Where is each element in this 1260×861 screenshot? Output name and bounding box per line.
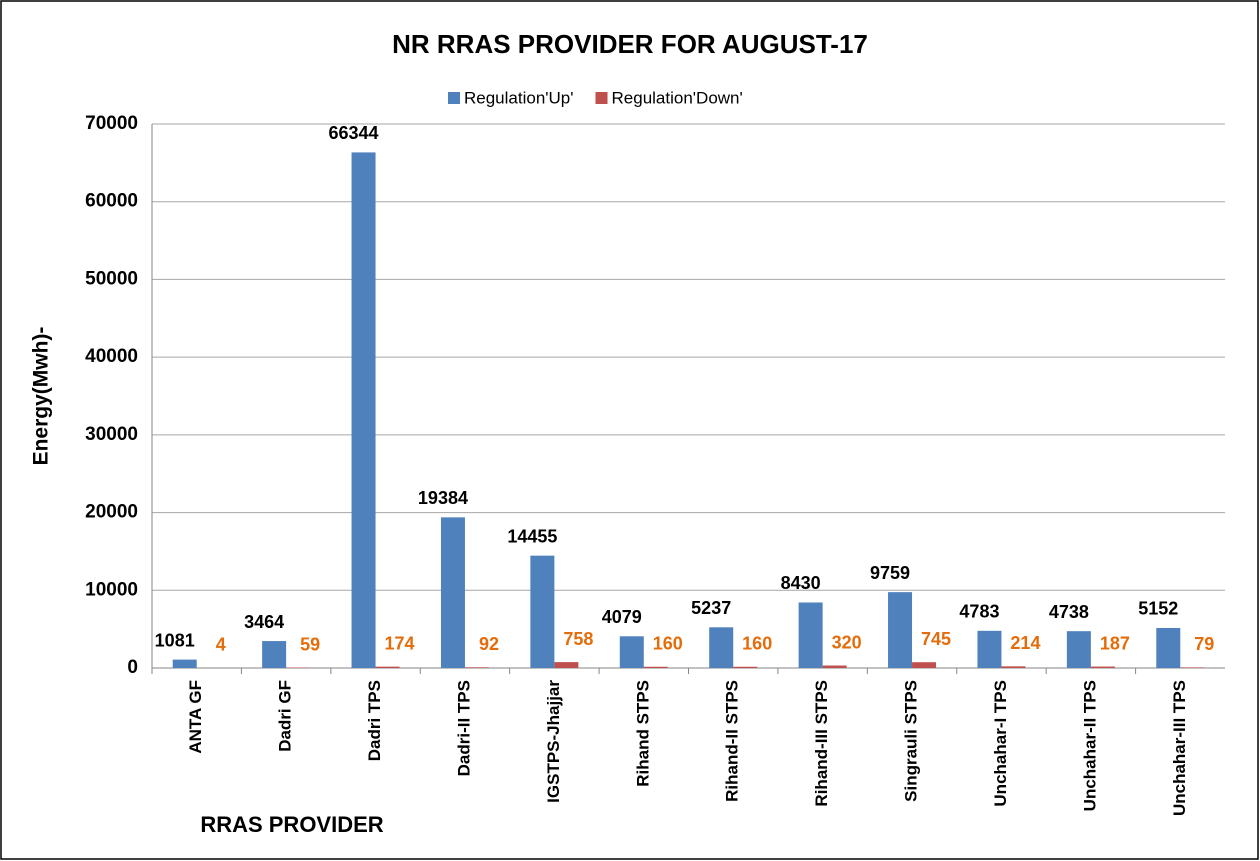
- y-tick-label: 50000: [85, 268, 138, 289]
- data-label: 214: [1010, 633, 1040, 653]
- bar: [798, 602, 823, 668]
- x-tick-label: Singrauli STPS: [902, 680, 921, 802]
- bar: [619, 636, 644, 668]
- data-label: 174: [385, 633, 415, 653]
- bar: [530, 555, 555, 668]
- data-label: 59: [300, 634, 320, 654]
- bar: [822, 665, 847, 668]
- y-axis-title: Energy(Mwh)-: [30, 327, 53, 466]
- bar: [977, 630, 1002, 668]
- chart-title: NR RRAS PROVIDER FOR AUGUST-17: [392, 29, 868, 59]
- data-label: 79: [1194, 634, 1214, 654]
- data-label: 4079: [602, 607, 642, 627]
- data-label: 160: [653, 634, 683, 654]
- data-label: 4738: [1049, 602, 1089, 622]
- data-label: 8430: [781, 573, 821, 593]
- y-tick-label: 30000: [85, 424, 138, 445]
- bar: [172, 659, 197, 668]
- data-label: 745: [921, 629, 951, 649]
- x-axis-title: RRAS PROVIDER: [200, 812, 383, 837]
- bar: [1156, 627, 1181, 668]
- x-tick-label: Rihand STPS: [633, 680, 652, 787]
- bar: [709, 627, 734, 668]
- x-tick-label: ANTA GF: [186, 680, 205, 754]
- data-label: 4: [216, 635, 226, 655]
- bar: [375, 666, 400, 668]
- data-label: 160: [742, 634, 772, 654]
- bar: [440, 517, 465, 668]
- x-tick-label: IGSTPS-Jhajjar: [544, 680, 563, 803]
- x-tick-label: Unchahar-II TPS: [1080, 680, 1099, 811]
- bar: [351, 152, 376, 668]
- data-label: 3464: [244, 612, 284, 632]
- x-tick-label: Dadri TPS: [365, 680, 384, 761]
- y-tick-label: 60000: [85, 191, 138, 212]
- bar: [912, 662, 937, 668]
- x-tick-label: Dadri-II TPS: [454, 680, 473, 776]
- data-label: 187: [1100, 633, 1130, 653]
- y-tick-label: 10000: [85, 579, 138, 600]
- data-label: 19384: [418, 488, 468, 508]
- data-label: 5152: [1138, 599, 1178, 619]
- data-label: 66344: [329, 123, 379, 143]
- data-label: 5237: [691, 598, 731, 618]
- data-label: 4783: [959, 602, 999, 622]
- bar: [1180, 667, 1205, 668]
- x-tick-label: Unchahar-III TPS: [1170, 680, 1189, 816]
- bar: [733, 666, 758, 668]
- legend-swatch: [595, 92, 608, 104]
- x-tick-label: Unchahar-I TPS: [991, 680, 1010, 807]
- bar: [888, 592, 913, 668]
- y-tick-label: 0: [127, 657, 138, 678]
- y-tick-label: 40000: [85, 346, 138, 367]
- bar: [554, 662, 579, 668]
- bar: [464, 667, 489, 668]
- bar: [262, 641, 287, 668]
- data-label: 92: [479, 634, 499, 654]
- y-tick-label: 20000: [85, 502, 138, 523]
- legend-label: Regulation'Down': [612, 88, 743, 107]
- bar: [643, 666, 668, 668]
- bar: [1001, 666, 1026, 668]
- bar: [1090, 666, 1115, 668]
- data-label: 758: [563, 629, 593, 649]
- y-tick-label: 70000: [85, 113, 138, 134]
- legend-swatch: [448, 92, 460, 104]
- data-label: 320: [832, 632, 862, 652]
- data-label: 1081: [155, 630, 195, 650]
- data-label: 9759: [870, 563, 910, 583]
- x-tick-label: Rihand-II STPS: [723, 680, 742, 802]
- x-tick-label: Rihand-III STPS: [812, 680, 831, 807]
- x-tick-label: Dadri GF: [276, 680, 295, 752]
- data-label: 14455: [507, 526, 557, 546]
- bar: [1066, 631, 1091, 668]
- legend-label: Regulation'Up': [464, 88, 574, 107]
